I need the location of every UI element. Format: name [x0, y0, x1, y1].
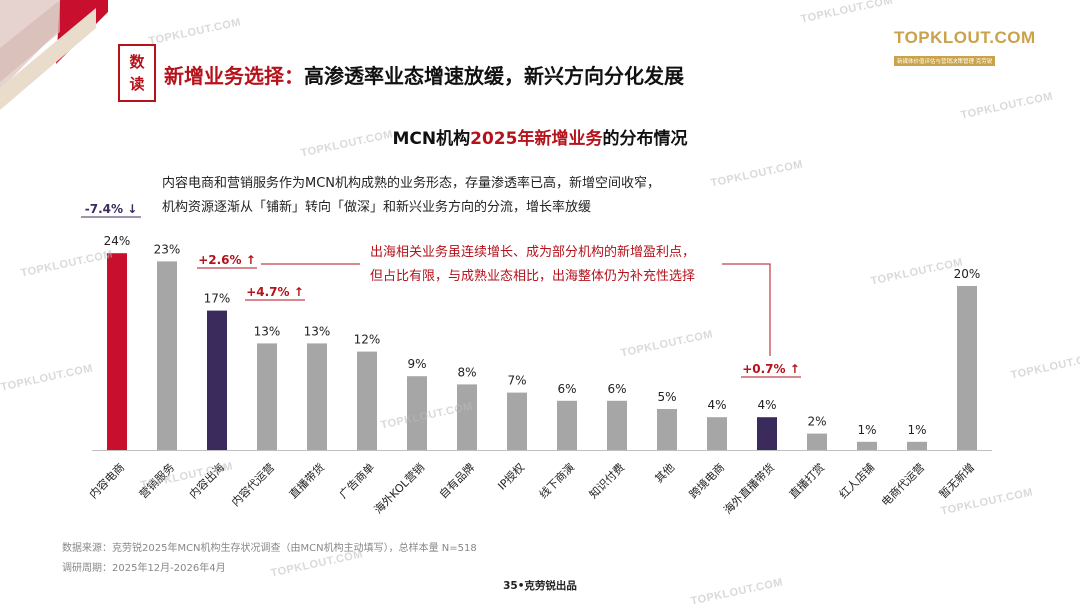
category-label-12: 跨境电商	[686, 460, 727, 501]
headline-highlight: 新增业务选择：	[164, 64, 304, 88]
bar-2	[207, 310, 227, 450]
annotation-connector-right	[722, 263, 771, 356]
bar-12	[707, 417, 727, 450]
bar-15	[857, 441, 877, 450]
annotation-line-1: 出海相关业务虽连续增长、成为部分机构的新增盈利点，	[370, 245, 696, 260]
bar-6	[407, 376, 427, 450]
badge-line-2: 读	[129, 75, 145, 93]
category-label-0: 内容电商	[86, 460, 127, 501]
category-label-16: 电商代运营	[878, 460, 927, 509]
page-number: 35•克劳锐出品	[503, 580, 577, 592]
source-line-1: 数据来源：克劳锐2025年MCN机构生存状况调查（由MCN机构主动填写），总样本…	[62, 543, 477, 554]
category-label-11: 其他	[652, 461, 677, 486]
description-line-1: 内容电商和营销服务作为MCN机构成熟的业务形态，存量渗透率已高，新增空间收窄，	[162, 176, 661, 191]
value-label-5: 12%	[354, 333, 381, 347]
growth-label-13: +0.7% ↑	[742, 362, 800, 376]
description-text: 内容电商和营销服务作为MCN机构成熟的业务形态，存量渗透率已高，新增空间收窄， …	[162, 172, 660, 220]
value-label-3: 13%	[254, 324, 281, 338]
bar-13	[757, 417, 777, 450]
value-label-8: 7%	[507, 374, 526, 388]
bar-16	[907, 441, 927, 450]
brand-logo: TOPKLOUT.COM 新媒体价值评估与营销决策管理 克劳锐	[894, 28, 1036, 67]
category-label-9: 线下商演	[536, 460, 577, 501]
growth-label-0: -7.4% ↓	[85, 202, 138, 216]
category-label-5: 广告商单	[336, 460, 377, 501]
data-source-note: 数据来源：克劳锐2025年MCN机构生存状况调查（由MCN机构主动填写），总样本…	[62, 539, 477, 579]
bar-4	[307, 343, 327, 450]
annotation-line-2: 但占比有限，与成熟业态相比，出海整体仍为补充性选择	[370, 269, 696, 284]
value-label-9: 6%	[557, 382, 576, 396]
bar-7	[457, 384, 477, 450]
category-label-3: 内容代运营	[228, 460, 277, 509]
category-label-15: 红人店铺	[836, 460, 877, 501]
description-line-2: 机构资源逐渐从「铺新」转向「做深」和新兴业务方向的分流，增长率放缓	[162, 200, 592, 215]
value-label-6: 9%	[407, 357, 426, 371]
bar-8	[507, 392, 527, 450]
headline-text: 高渗透率业态增速放缓，新兴方向分化发展	[304, 64, 684, 88]
category-label-14: 直播打赏	[786, 460, 827, 501]
page-headline: 新增业务选择：高渗透率业态增速放缓，新兴方向分化发展	[164, 60, 684, 89]
badge-line-1: 数	[129, 53, 145, 71]
logo-tagline: 新媒体价值评估与营销决策管理 克劳锐	[894, 56, 996, 66]
category-label-7: 自有品牌	[436, 460, 477, 501]
value-label-0: 24%	[104, 234, 131, 248]
chart-title-prefix: MCN机构	[392, 129, 471, 149]
category-label-4: 直播带货	[286, 460, 327, 501]
logo-brand-text: TOPKLOUT.COM	[894, 28, 1036, 47]
chart-title-highlight: 2025年新增业务	[470, 129, 603, 149]
value-label-12: 4%	[707, 398, 726, 412]
category-label-10: 知识付费	[586, 460, 627, 501]
bar-14	[807, 433, 827, 450]
value-label-1: 23%	[154, 242, 181, 256]
bar-9	[557, 400, 577, 450]
value-label-13: 4%	[757, 398, 776, 412]
category-label-8: IP授权	[495, 460, 527, 492]
bar-0	[107, 253, 127, 450]
value-label-2: 17%	[204, 292, 231, 306]
value-label-15: 1%	[857, 423, 876, 437]
bar-17	[957, 286, 977, 450]
category-label-17: 暂无新增	[936, 460, 977, 501]
value-label-14: 2%	[807, 415, 826, 429]
bar-10	[607, 400, 627, 450]
overseas-annotation: 出海相关业务虽连续增长、成为部分机构的新增盈利点， 但占比有限，与成熟业态相比，…	[370, 241, 695, 289]
value-label-4: 13%	[304, 324, 331, 338]
bar-1	[157, 261, 177, 450]
bar-5	[357, 351, 377, 450]
corner-decoration	[0, 0, 108, 110]
value-label-11: 5%	[657, 390, 676, 404]
category-label-13: 海外直播带货	[721, 460, 778, 517]
value-label-10: 6%	[607, 382, 626, 396]
growth-label-3: +4.7% ↑	[246, 285, 304, 299]
category-label-6: 海外KOL营销	[371, 460, 427, 516]
chart-title: MCN机构2025年新增业务的分布情况	[0, 124, 1080, 149]
value-label-17: 20%	[954, 267, 981, 281]
value-label-16: 1%	[907, 423, 926, 437]
bar-11	[657, 409, 677, 450]
value-label-7: 8%	[457, 365, 476, 379]
section-badge: 数 读	[118, 44, 156, 102]
growth-label-2: +2.6% ↑	[198, 253, 256, 267]
source-line-2: 调研周期：2025年12月-2026年4月	[62, 563, 226, 574]
chart-title-suffix: 的分布情况	[602, 129, 688, 149]
bar-3	[257, 343, 277, 450]
